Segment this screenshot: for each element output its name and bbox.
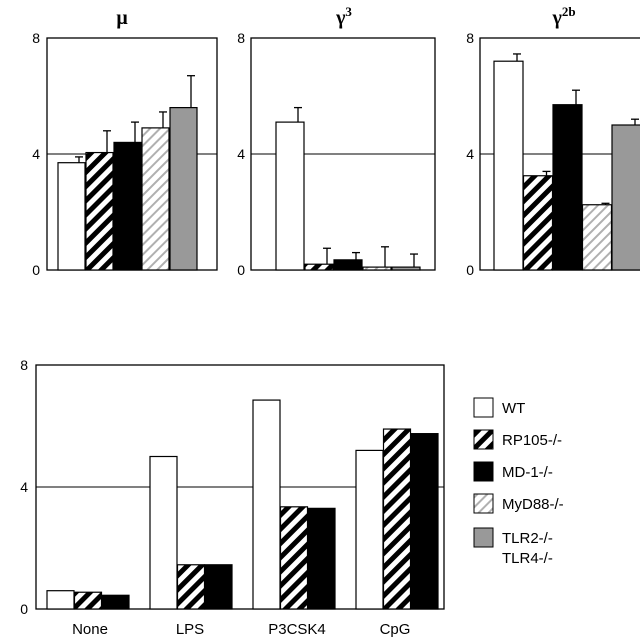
bar-gamma3-wt <box>275 121 305 271</box>
legend-swatch-myd88 <box>473 493 494 514</box>
panel-mu-bars <box>57 75 198 271</box>
bar-gamma2b-md-1 <box>552 104 583 271</box>
legend-label-wt: WT <box>502 400 525 417</box>
bar-cpg-wt <box>355 449 384 610</box>
legend-swatch-md1 <box>473 461 494 482</box>
bar-p3csk4-md-1 <box>307 507 336 610</box>
panel-gamma2b-bars <box>493 53 640 271</box>
panel-gamma2b: γ2b 8 4 0 <box>466 4 640 278</box>
legend-swatch-wt <box>473 397 494 418</box>
bar-mu-rp105 <box>85 151 114 271</box>
bar-none-rp105 <box>73 591 103 610</box>
panel-gamma3-ytick-0: 0 <box>237 262 245 278</box>
panel-gamma3-title: γ3 <box>335 4 352 29</box>
bar-gamma3-myd88 <box>362 266 392 271</box>
category-label-none: None <box>72 621 108 638</box>
legend: WT RP105-/- MD-1-/- MyD88-/- TLR2-/- TLR… <box>473 397 564 567</box>
bar-p3csk4-wt <box>252 399 281 610</box>
panel-bottom-ytick-0: 0 <box>20 601 28 617</box>
legend-label-tlr2: TLR2-/- <box>502 530 553 547</box>
panel-gamma2b-ytick-8: 8 <box>466 30 474 46</box>
bar-mu-myd88 <box>141 127 170 271</box>
bar-lps-wt <box>149 455 178 610</box>
panel-mu-ytick-4: 4 <box>32 146 40 162</box>
category-label-lps: LPS <box>176 621 204 638</box>
panel-gamma3: γ3 8 4 0 <box>237 4 436 278</box>
bar-gamma2b-myd88 <box>581 204 613 271</box>
panel-gamma3-ytick-4: 4 <box>237 146 245 162</box>
category-label-p3csk4: P3CSK4 <box>268 621 326 638</box>
legend-swatch-rp105 <box>473 429 494 450</box>
bar-p3csk4-rp105 <box>279 506 309 610</box>
bar-mu-wt <box>57 162 86 271</box>
panel-bottom-ytick-8: 8 <box>20 357 28 373</box>
legend-label-myd88: MyD88-/- <box>502 496 564 513</box>
legend-swatch-tlr <box>473 527 494 548</box>
bar-lps-rp105 <box>176 564 206 610</box>
bar-gamma3-rp105 <box>304 263 334 271</box>
panel-bottom: 8 4 0 None LPS P3CSK4 CpG <box>20 357 445 638</box>
bar-cpg-md-1 <box>410 433 439 610</box>
panel-mu-ytick-8: 8 <box>32 30 40 46</box>
bar-gamma3-md-1 <box>333 259 363 271</box>
panel-gamma3-bars <box>275 106 421 271</box>
bar-none-md-1 <box>101 594 130 610</box>
panel-mu: μ 8 4 0 <box>32 7 218 278</box>
bar-gamma2b-rp105 <box>522 175 554 271</box>
panel-gamma3-ytick-8: 8 <box>237 30 245 46</box>
panel-mu-title: μ <box>116 7 128 29</box>
panel-gamma2b-ytick-4: 4 <box>466 146 474 162</box>
bar-gamma2b-tlr2-tlr4 <box>611 124 640 271</box>
bar-lps-md-1 <box>204 564 233 610</box>
panel-gamma2b-title: γ2b <box>551 4 575 29</box>
panel-bottom-bars <box>46 399 439 610</box>
bar-gamma3-tlr2-tlr4 <box>391 266 421 271</box>
bar-none-wt <box>46 590 75 610</box>
bar-gamma2b-wt <box>493 60 524 271</box>
panel-bottom-ytick-4: 4 <box>20 479 28 495</box>
panel-mu-ytick-0: 0 <box>32 262 40 278</box>
bar-cpg-rp105 <box>382 428 412 610</box>
category-label-cpg: CpG <box>380 621 411 638</box>
panel-gamma2b-ytick-0: 0 <box>466 262 474 278</box>
bar-mu-tlr2-tlr4 <box>169 106 198 271</box>
legend-label-rp105: RP105-/- <box>502 432 562 449</box>
bar-mu-md-1 <box>113 141 142 271</box>
legend-label-md1: MD-1-/- <box>502 464 553 481</box>
legend-label-tlr4: TLR4-/- <box>502 550 553 567</box>
